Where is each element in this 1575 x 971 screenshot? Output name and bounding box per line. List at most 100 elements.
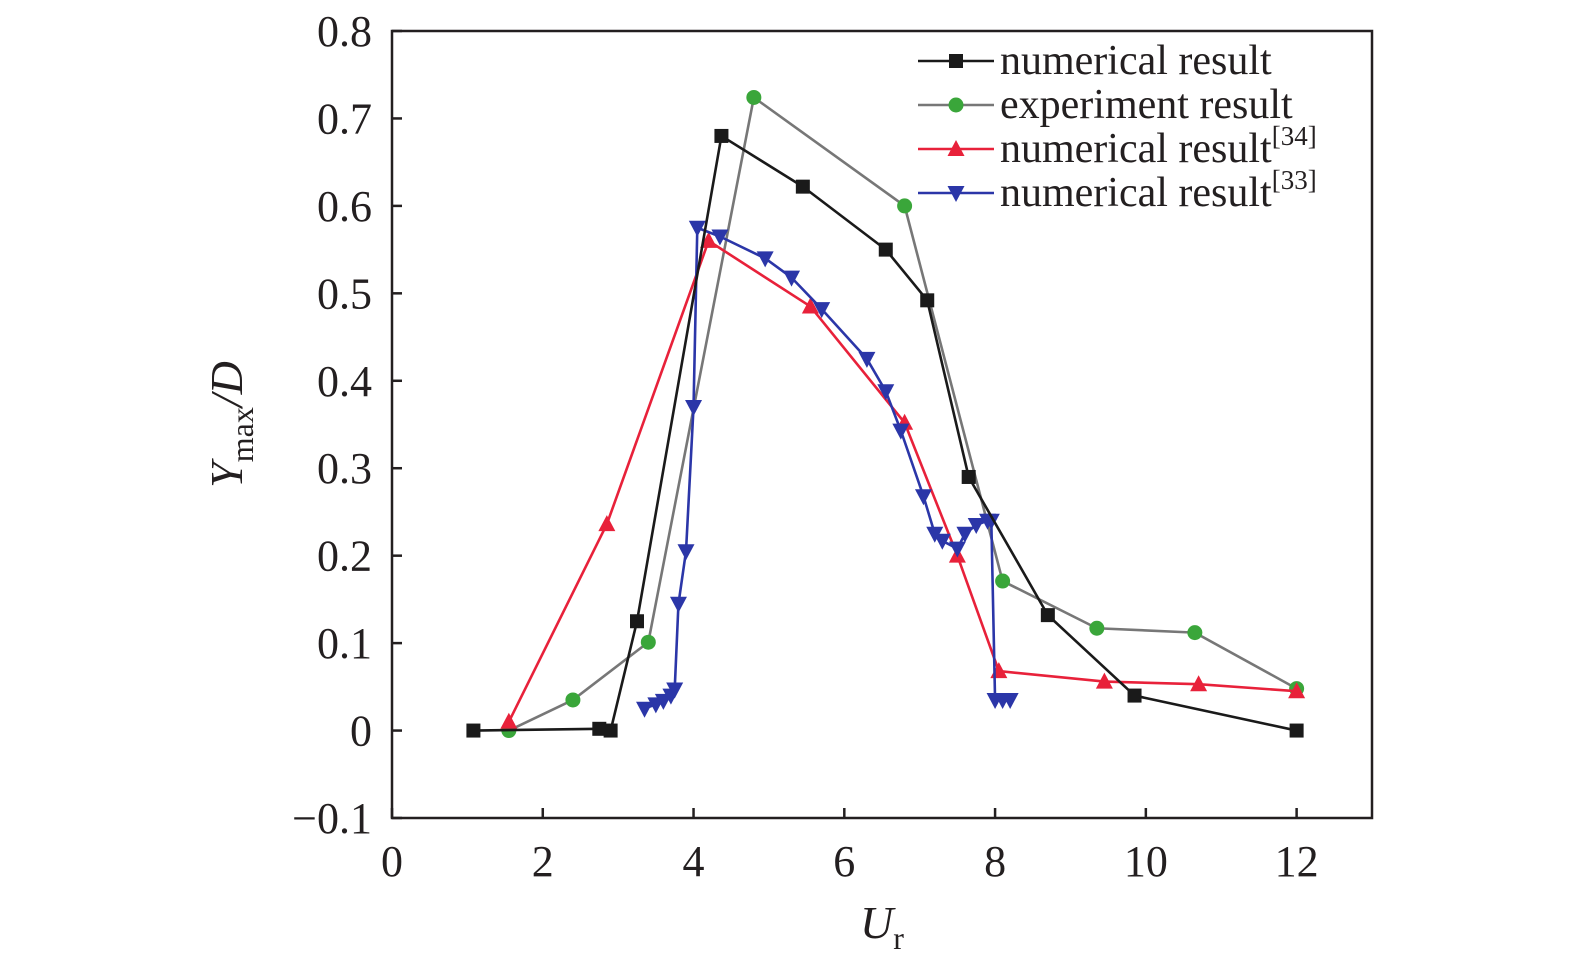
- legend-entry-1: numerical result: [918, 38, 1272, 84]
- y-axis-label-sub: max: [224, 407, 260, 462]
- data-point: [933, 533, 951, 550]
- series-3: [500, 231, 1306, 729]
- data-point: [636, 701, 654, 718]
- x-tick-label: 2: [532, 837, 554, 886]
- y-tick-label: 0.7: [317, 94, 372, 143]
- series-4-line: [644, 226, 1011, 710]
- legend-label: numerical result[34]: [1000, 121, 1317, 172]
- data-point: [500, 712, 518, 729]
- data-point: [714, 128, 729, 143]
- series-layer: [466, 89, 1306, 739]
- data-point: [897, 198, 913, 214]
- data-point: [685, 400, 703, 417]
- data-point: [466, 723, 481, 738]
- series-2: [501, 89, 1305, 739]
- data-point: [1095, 672, 1113, 689]
- legend-label-main: numerical result: [1000, 170, 1272, 216]
- y-tick-label: 0.5: [317, 269, 372, 318]
- x-tick-label: 0: [381, 837, 403, 886]
- legend-label: numerical result: [1000, 38, 1272, 84]
- data-point: [1040, 608, 1055, 623]
- data-point: [990, 662, 1008, 679]
- y-tick-label: −0.1: [292, 794, 372, 843]
- series-4: [636, 220, 1019, 718]
- data-point: [1289, 723, 1304, 738]
- data-point: [961, 469, 976, 484]
- data-point: [801, 297, 819, 314]
- data-point: [669, 596, 687, 613]
- data-point: [603, 723, 618, 738]
- legend-marker: [949, 54, 963, 68]
- legend-entry-3: numerical result[34]: [918, 121, 1317, 172]
- y-tick-label: 0.8: [317, 7, 372, 56]
- data-point: [892, 423, 910, 440]
- plot-frame: [390, 29, 1374, 820]
- y-tick-label: 0.4: [317, 357, 372, 406]
- x-axis-label-sub: r: [893, 920, 904, 956]
- legend-marker: [947, 186, 965, 202]
- y-axis-label-tail: /D: [201, 361, 252, 410]
- data-point: [783, 270, 801, 287]
- data-point: [1288, 682, 1306, 699]
- data-point: [640, 634, 656, 650]
- data-point: [995, 573, 1011, 589]
- legend-marker: [947, 140, 965, 156]
- y-tick-label: 0.1: [317, 619, 372, 668]
- y-axis-label: Ymax/D: [201, 361, 260, 488]
- x-tick-label: 8: [984, 837, 1006, 886]
- x-axis-label-main: U: [860, 897, 896, 948]
- data-point: [858, 351, 876, 368]
- series-1: [466, 128, 1304, 738]
- legend-label-main: numerical result: [1000, 38, 1272, 84]
- data-point: [1001, 692, 1019, 709]
- data-point: [711, 229, 729, 246]
- data-point: [746, 89, 762, 105]
- data-point: [982, 513, 1000, 530]
- data-point: [920, 293, 935, 308]
- x-axis: 0 2 4 6 8 10 12: [381, 808, 1319, 886]
- legend-marker: [948, 97, 964, 113]
- data-point: [688, 220, 706, 237]
- legend-entry-4: numerical result[33]: [918, 165, 1317, 216]
- legend-label: numerical result[33]: [1000, 165, 1317, 216]
- y-tick-label: 0.2: [317, 532, 372, 581]
- x-tick-label: 12: [1275, 837, 1319, 886]
- data-point: [956, 526, 974, 543]
- data-point: [1127, 688, 1142, 703]
- legend-label-main: numerical result: [1000, 126, 1272, 172]
- data-point: [967, 518, 985, 535]
- x-tick-label: 6: [833, 837, 855, 886]
- legend-entry-2: experiment result: [918, 82, 1293, 128]
- legend-label-ref: [34]: [1272, 121, 1317, 151]
- legend-label: experiment result: [1000, 82, 1293, 128]
- data-point: [1187, 625, 1203, 641]
- y-axis: −0.1 0 0.1 0.2 0.3 0.4 0.5 0.6 0.7 0.8: [292, 7, 402, 843]
- data-point: [565, 692, 581, 708]
- data-point: [1190, 675, 1208, 692]
- data-point: [756, 251, 774, 268]
- data-point: [630, 614, 644, 629]
- y-axis-label-main: Y: [201, 458, 252, 488]
- data-point: [592, 721, 607, 736]
- data-point: [700, 231, 718, 248]
- data-point: [877, 384, 895, 401]
- data-point: [1089, 620, 1105, 636]
- data-point: [878, 242, 893, 257]
- data-point: [598, 515, 616, 532]
- x-tick-label: 10: [1124, 837, 1168, 886]
- y-tick-label: 0.3: [317, 444, 372, 493]
- data-point: [948, 541, 966, 558]
- data-point: [677, 544, 695, 561]
- data-point: [813, 302, 831, 319]
- y-tick-label: 0: [350, 707, 372, 756]
- data-point: [914, 489, 932, 506]
- series-3-line: [507, 239, 1297, 723]
- legend-label-ref: [33]: [1272, 165, 1317, 195]
- x-tick-label: 4: [683, 837, 705, 886]
- y-tick-label: 0.6: [317, 182, 372, 231]
- legend-label-main: experiment result: [1000, 82, 1293, 128]
- series-1-line: [473, 134, 1297, 732]
- data-point: [795, 179, 810, 194]
